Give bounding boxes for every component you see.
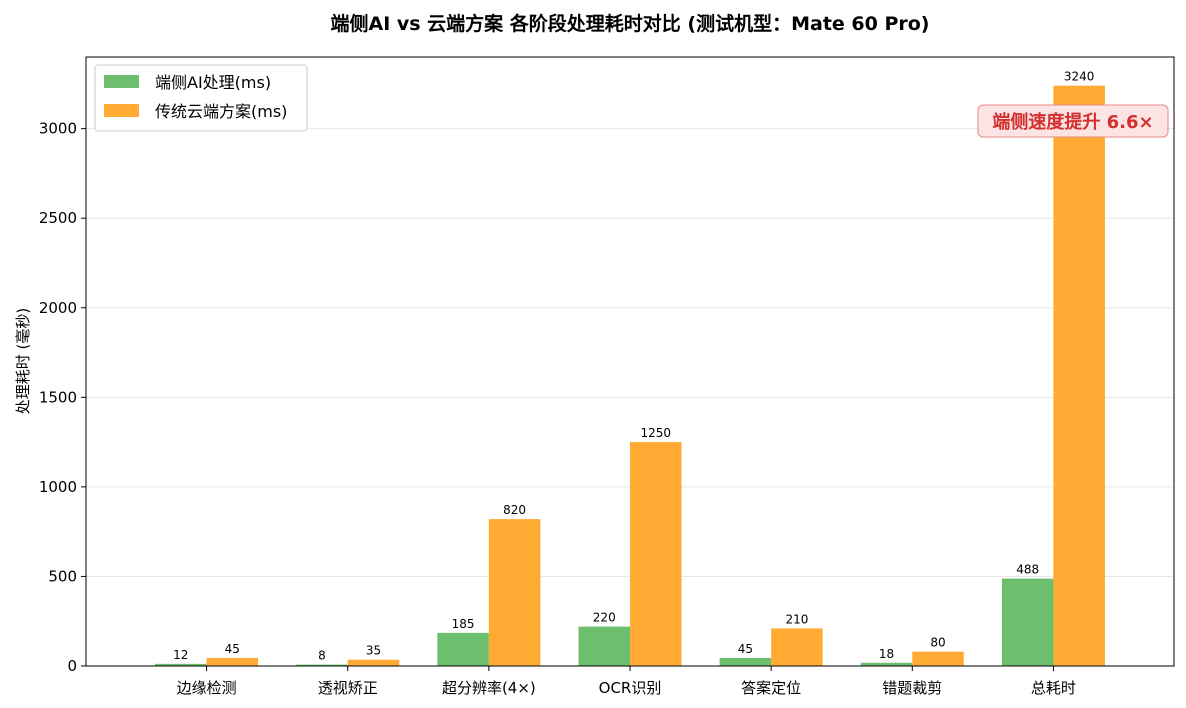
value-labels: 12 45 8 35 185 820 220 1250 45 210 18 80 488 3240 bbox=[173, 70, 1094, 663]
bar-cloud-3 bbox=[630, 442, 682, 666]
legend-swatch-cloud bbox=[104, 104, 139, 117]
value-label-edge-5: 18 bbox=[879, 647, 894, 661]
bar-cloud-1 bbox=[347, 659, 400, 666]
bar-edge-5 bbox=[860, 662, 913, 666]
value-label-edge-2: 185 bbox=[452, 617, 475, 631]
y-tick-label-1500: 1500 bbox=[39, 388, 77, 406]
annotation-text: 端侧速度提升 6.6× bbox=[992, 111, 1153, 133]
bar-cloud-0 bbox=[206, 657, 259, 666]
value-label-edge-3: 220 bbox=[593, 611, 616, 625]
bar-cloud-5 bbox=[912, 651, 964, 666]
legend-box bbox=[94, 64, 308, 132]
legend-label-edge: 端侧AI处理(ms) bbox=[155, 73, 271, 92]
bar-edge-2 bbox=[437, 632, 489, 666]
bar-edge-6 bbox=[1001, 578, 1054, 666]
y-axis: 0 500 1000 1500 2000 2500 3000 bbox=[39, 120, 86, 675]
bar-edge-3 bbox=[578, 626, 630, 666]
value-label-cloud-0: 45 bbox=[225, 642, 240, 656]
y-tick-label-2500: 2500 bbox=[39, 209, 77, 227]
value-label-cloud-3: 1250 bbox=[640, 426, 671, 440]
bar-cloud-2 bbox=[488, 519, 541, 666]
bar-edge-1 bbox=[296, 664, 348, 666]
y-tick-label-3000: 3000 bbox=[39, 120, 77, 138]
bar-cloud-6 bbox=[1053, 85, 1105, 667]
value-label-edge-0: 12 bbox=[173, 648, 188, 662]
y-tick-label-1000: 1000 bbox=[39, 478, 77, 496]
legend-label-cloud: 传统云端方案(ms) bbox=[155, 102, 287, 121]
x-tick-label-1: 透视矫正 bbox=[318, 679, 378, 697]
y-axis-label: 处理耗时 (毫秒) bbox=[14, 308, 32, 414]
legend: 端侧AI处理(ms) 传统云端方案(ms) bbox=[94, 64, 308, 132]
x-axis: 边缘检测 透视矫正 超分辨率(4×) OCR识别 答案定位 错题裁剪 总耗时 bbox=[177, 666, 1076, 697]
speedup-annotation: 端侧速度提升 6.6× bbox=[977, 104, 1169, 138]
bar-edge-0 bbox=[155, 663, 207, 666]
value-label-cloud-1: 35 bbox=[366, 644, 381, 658]
x-tick-label-6: 总耗时 bbox=[1031, 679, 1076, 697]
bar-edge-4 bbox=[719, 657, 772, 666]
value-label-edge-4: 45 bbox=[738, 642, 753, 656]
value-label-cloud-6: 3240 bbox=[1064, 70, 1095, 84]
value-label-cloud-4: 210 bbox=[785, 612, 808, 626]
x-tick-label-5: 错题裁剪 bbox=[882, 679, 942, 697]
value-label-cloud-2: 820 bbox=[503, 503, 526, 517]
value-label-edge-1: 8 bbox=[318, 649, 326, 663]
x-tick-label-0: 边缘检测 bbox=[177, 679, 237, 697]
y-tick-label-2000: 2000 bbox=[39, 299, 77, 317]
y-tick-label-500: 500 bbox=[48, 567, 77, 585]
annotation-box bbox=[977, 104, 1169, 138]
chart-title: 端侧AI vs 云端方案 各阶段处理耗时对比 (测试机型：Mate 60 Pro… bbox=[330, 12, 929, 35]
x-tick-label-4: 答案定位 bbox=[741, 679, 801, 697]
value-label-cloud-5: 80 bbox=[930, 636, 945, 650]
x-tick-label-3: OCR识别 bbox=[599, 679, 662, 697]
bar-cloud-4 bbox=[771, 628, 823, 666]
x-tick-label-2: 超分辨率(4×) bbox=[442, 679, 536, 697]
legend-swatch-edge bbox=[104, 75, 139, 88]
y-tick-label-0: 0 bbox=[67, 657, 77, 675]
value-label-edge-6: 488 bbox=[1016, 563, 1039, 577]
bars bbox=[155, 85, 1105, 667]
